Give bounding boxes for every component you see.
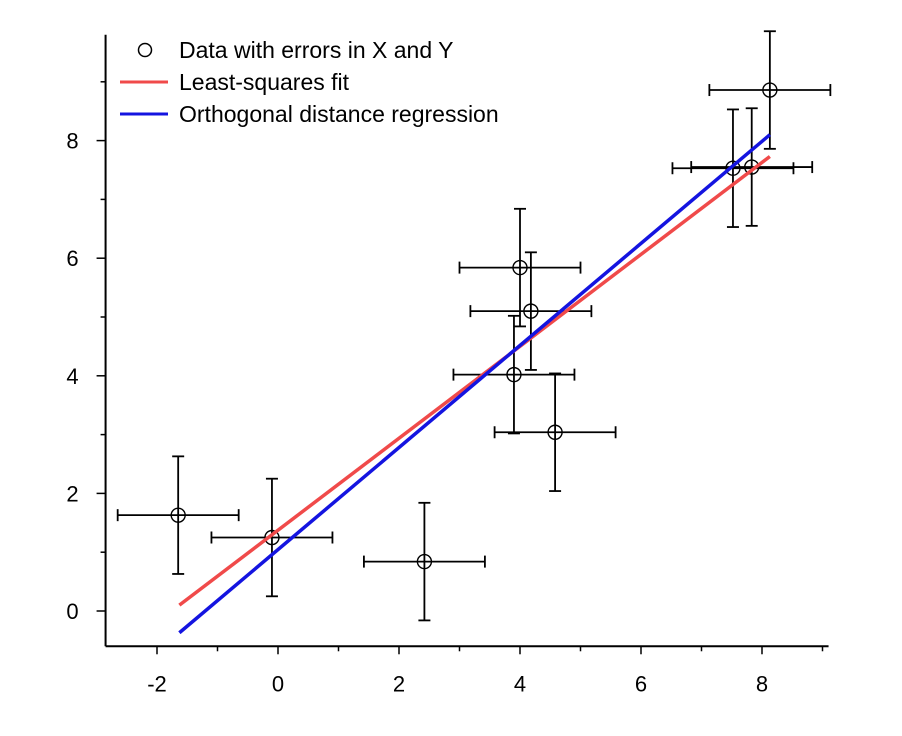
axes: -2 0 2 4 6 8 0 2 4 6 8 — [66, 34, 829, 696]
y-tick-label: 4 — [66, 364, 78, 389]
y-tick-label: 0 — [66, 599, 78, 624]
x-ticks: -2 0 2 4 6 8 — [147, 646, 824, 696]
data-marker — [547, 424, 563, 440]
x-tick-label: 6 — [635, 671, 647, 696]
data-marker — [264, 529, 280, 546]
x-tick-label: 0 — [272, 671, 284, 696]
data-point — [452, 314, 576, 435]
x-tick-label: 2 — [393, 671, 405, 696]
data-point — [458, 207, 582, 328]
y-tick-label: 8 — [66, 129, 78, 154]
y-tick-label: 2 — [66, 481, 78, 506]
x-tick-label: 8 — [756, 671, 768, 696]
data-point — [690, 107, 814, 227]
data-marker — [416, 553, 433, 570]
y-tick-label: 6 — [66, 246, 78, 271]
data-marker — [523, 303, 539, 319]
plot-area — [116, 30, 832, 635]
data-point — [210, 477, 334, 598]
data-marker — [170, 507, 186, 523]
x-tick-label: 4 — [514, 671, 526, 696]
data-point — [116, 455, 240, 575]
data-point — [363, 501, 486, 622]
legend-label-least-squares: Least-squares fit — [179, 69, 350, 95]
odr-fit-line — [178, 133, 771, 635]
data-point — [671, 108, 795, 228]
fit-layer — [178, 133, 771, 635]
data-marker — [725, 160, 741, 176]
data-point — [493, 372, 617, 492]
data-point — [708, 30, 832, 150]
x-tick-label: -2 — [147, 671, 167, 696]
legend-marker-icon — [137, 42, 153, 58]
data-marker — [762, 82, 778, 98]
data-point — [469, 251, 593, 371]
data-marker — [512, 259, 528, 276]
data-layer — [116, 30, 832, 622]
data-marker — [506, 366, 522, 383]
legend-label-data: Data with errors in X and Y — [179, 37, 453, 63]
y-ticks: 0 2 4 6 8 — [66, 81, 106, 624]
legend-label-odr: Orthogonal distance regression — [179, 101, 499, 127]
legend: Data with errors in X and Y Least-square… — [120, 37, 499, 127]
least-squares-fit-line — [178, 155, 771, 607]
